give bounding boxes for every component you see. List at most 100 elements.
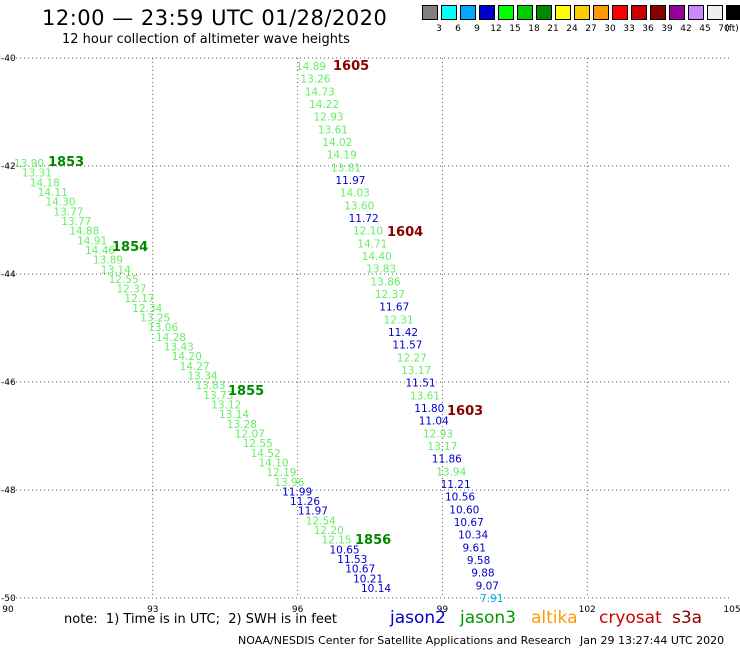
wave-height-value: 13.77 bbox=[61, 216, 91, 228]
wave-height-value: 13.61 bbox=[410, 390, 440, 402]
colorbar-swatch bbox=[479, 5, 495, 20]
map-subtitle: 12 hour collection of altimeter wave hei… bbox=[62, 32, 350, 47]
wave-height-value: 12.27 bbox=[397, 352, 427, 364]
wave-height-value: 12.37 bbox=[117, 284, 147, 296]
wave-height-value: 9.07 bbox=[476, 580, 499, 592]
wave-height-value: 14.46 bbox=[85, 245, 115, 257]
colorbar-swatch bbox=[422, 5, 438, 20]
wave-height-value: 13.17 bbox=[401, 365, 431, 377]
wave-height-value: 11.86 bbox=[432, 454, 462, 466]
colorbar-swatch bbox=[441, 5, 457, 20]
colorbar-label: 30 bbox=[604, 24, 616, 34]
satellite-jason3: jason3 bbox=[460, 608, 516, 628]
pass-time-label: 1853 bbox=[48, 155, 84, 170]
colorbar-label: 21 bbox=[547, 24, 559, 34]
wave-height-value: 9.88 bbox=[471, 568, 494, 580]
wave-height-value: 14.73 bbox=[305, 86, 335, 98]
wave-height-value: 10.21 bbox=[353, 573, 383, 585]
wave-height-value: 11.51 bbox=[406, 378, 436, 390]
wave-height-value: 10.56 bbox=[445, 492, 475, 504]
colorbar-swatch bbox=[669, 5, 685, 20]
wave-height-value: 13.94 bbox=[436, 466, 466, 478]
colorbar-swatch bbox=[555, 5, 571, 20]
longitude-tick-label: 99 bbox=[437, 605, 449, 615]
colorbar-label: 3 bbox=[436, 24, 442, 34]
wave-height-value: 14.88 bbox=[69, 226, 99, 238]
wave-height-value: 12.19 bbox=[266, 467, 296, 479]
wave-height-value: 14.10 bbox=[259, 457, 289, 469]
colorbar-swatch bbox=[726, 5, 740, 20]
wave-height-value: 10.14 bbox=[361, 583, 391, 595]
wave-height-value: 12.34 bbox=[132, 303, 162, 315]
wave-height-value: 11.42 bbox=[388, 327, 418, 339]
longitude-tick-label: 105 bbox=[723, 605, 740, 615]
wave-height-value: 14.22 bbox=[309, 99, 339, 111]
wave-height-value: 13.34 bbox=[188, 371, 218, 383]
wave-height-value: 11.99 bbox=[282, 486, 312, 498]
wave-height-value: 12.54 bbox=[306, 515, 336, 527]
wave-height-value: 14.89 bbox=[296, 61, 326, 73]
colorbar-label: 33 bbox=[623, 24, 635, 34]
colorbar-swatch bbox=[707, 5, 723, 20]
wave-height-value: 10.67 bbox=[345, 564, 375, 576]
wave-height-value: 11.97 bbox=[298, 506, 328, 518]
pass-time-label: 1603 bbox=[447, 404, 483, 419]
latitude-tick-label: -46 bbox=[1, 378, 16, 388]
wave-height-value: 11.67 bbox=[379, 302, 409, 314]
wave-height-value: 9.61 bbox=[463, 542, 486, 554]
wave-height-value: 13.26 bbox=[300, 74, 330, 86]
wave-height-value: 10.67 bbox=[454, 517, 484, 529]
satellite-altika: altika bbox=[531, 608, 578, 628]
wave-height-value: 14.19 bbox=[327, 150, 357, 162]
wave-height-value: 13.25 bbox=[140, 313, 170, 325]
wave-height-value: 14.28 bbox=[156, 332, 186, 344]
wave-height-value: 12.55 bbox=[109, 274, 139, 286]
wave-height-value: 14.27 bbox=[180, 361, 210, 373]
wave-height-value: 13.60 bbox=[344, 200, 374, 212]
wave-height-value: 13.14 bbox=[219, 409, 249, 421]
colorbar-label: 6 bbox=[455, 24, 461, 34]
colorbar-swatch bbox=[631, 5, 647, 20]
wave-height-value: 13.86 bbox=[371, 276, 401, 288]
wave-height-value: 12.93 bbox=[423, 428, 453, 440]
colorbar-swatch bbox=[460, 5, 476, 20]
pass-time-label: 1854 bbox=[112, 240, 148, 255]
satellite-jason2: jason2 bbox=[390, 608, 446, 628]
wave-height-value: 13.14 bbox=[101, 264, 131, 276]
wave-height-value: 13.28 bbox=[227, 419, 257, 431]
wave-height-value: 13.89 bbox=[93, 255, 123, 267]
wave-height-value: 11.21 bbox=[441, 479, 471, 491]
wave-height-value: 13.90 bbox=[14, 158, 44, 170]
colorbar-label: 18 bbox=[528, 24, 540, 34]
wave-height-value: 12.20 bbox=[314, 525, 344, 537]
colorbar-label: 39 bbox=[661, 24, 673, 34]
longitude-tick-label: 93 bbox=[147, 605, 158, 615]
pass-time-label: 1605 bbox=[333, 59, 369, 74]
colorbar-label: 36 bbox=[642, 24, 654, 34]
wave-height-value: 12.15 bbox=[322, 535, 352, 547]
wave-height-value: 11.04 bbox=[419, 416, 449, 428]
wave-height-value: 13.12 bbox=[211, 400, 241, 412]
wave-height-value: 12.93 bbox=[314, 112, 344, 124]
colorbar-swatch bbox=[612, 5, 628, 20]
longitude-tick-label: 102 bbox=[579, 605, 596, 615]
satellite-cryosat: cryosat bbox=[599, 608, 662, 628]
map-title: 12:00 — 23:59 UTC 01/28/2020 bbox=[42, 6, 388, 30]
wave-height-value: 10.65 bbox=[330, 544, 360, 556]
colorbar-label: 45 bbox=[699, 24, 711, 34]
colorbar-swatch bbox=[688, 5, 704, 20]
wave-height-value: 14.18 bbox=[30, 177, 60, 189]
colorbar-label: 42 bbox=[680, 24, 692, 34]
colorbar-label: 15 bbox=[509, 24, 521, 34]
wave-height-value: 12.55 bbox=[243, 438, 273, 450]
colorbar-label: 24 bbox=[566, 24, 578, 34]
wave-height-value: 12.10 bbox=[353, 226, 383, 238]
longitude-tick-label: 96 bbox=[292, 605, 304, 615]
colorbar-swatch bbox=[574, 5, 590, 20]
wave-height-value: 13.06 bbox=[148, 322, 178, 334]
wave-height-value: 11.53 bbox=[337, 554, 367, 566]
wave-height-value: 13.43 bbox=[164, 342, 194, 354]
latitude-tick-label: -44 bbox=[1, 270, 16, 280]
wave-height-value: 12.31 bbox=[384, 314, 414, 326]
wave-height-value: 13.77 bbox=[53, 206, 83, 218]
